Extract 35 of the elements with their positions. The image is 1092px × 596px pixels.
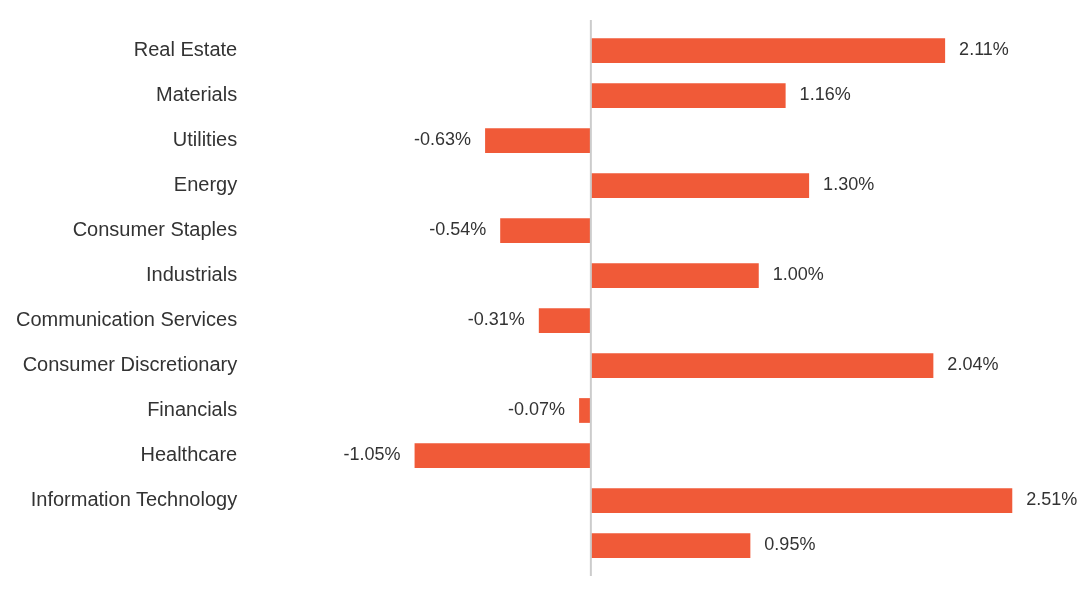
y-tick-label: Industrials [146, 263, 238, 286]
data-label: -0.63% [414, 129, 472, 150]
data-label: 2.11% [959, 39, 1009, 60]
y-tick-label: Financials [147, 398, 238, 421]
bar [590, 83, 786, 108]
y-tick-label: Consumer Discretionary [22, 353, 238, 376]
data-label: 2.04% [947, 354, 999, 375]
bar [414, 443, 591, 468]
data-label: -0.07% [508, 399, 566, 420]
bar [590, 488, 1013, 513]
data-label: -0.54% [429, 219, 487, 240]
bar [590, 173, 810, 198]
y-tick-label: Healthcare [140, 443, 238, 466]
data-label: 1.00% [772, 264, 824, 285]
y-tick-label: Consumer Staples [72, 218, 238, 241]
bar [579, 398, 591, 423]
bar [500, 218, 591, 243]
data-label: -0.31% [467, 309, 525, 330]
bar [590, 38, 946, 63]
y-tick-label: Communication Services [15, 308, 238, 331]
y-tick-label: Information Technology [30, 488, 238, 511]
y-tick-label: Real Estate [133, 38, 238, 61]
bar [538, 308, 591, 333]
bar [590, 353, 934, 378]
y-tick-label: Utilities [172, 128, 238, 151]
data-label: -1.05% [343, 444, 401, 465]
y-tick-label: Energy [173, 173, 238, 196]
data-label: 1.16% [799, 84, 851, 105]
bar [485, 128, 591, 153]
data-label: 2.51% [1026, 489, 1078, 510]
data-label: 1.30% [823, 174, 875, 195]
bar [590, 263, 759, 288]
bar [590, 533, 751, 558]
data-label: 0.95% [764, 534, 816, 555]
y-tick-label: Materials [156, 83, 238, 106]
